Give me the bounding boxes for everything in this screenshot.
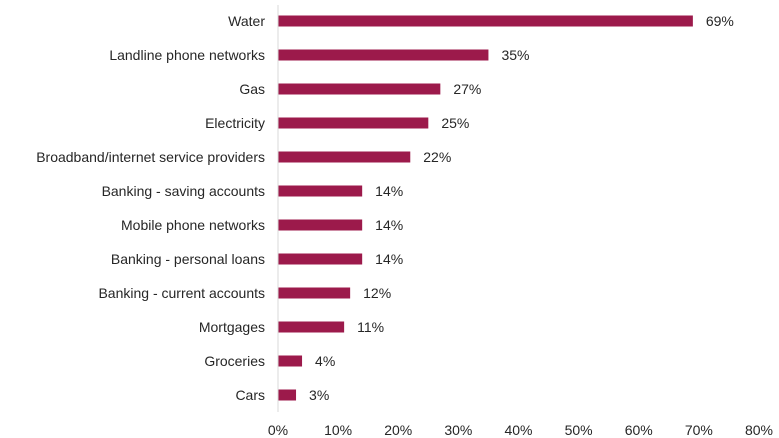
category-label: Broadband/internet service providers — [36, 149, 265, 165]
bar — [278, 219, 363, 231]
data-label: 14% — [375, 251, 403, 267]
x-tick-label: 80% — [745, 422, 773, 438]
data-label: 12% — [363, 285, 391, 301]
data-label: 27% — [453, 81, 481, 97]
bar — [278, 117, 429, 129]
category-label: Landline phone networks — [109, 47, 265, 63]
category-label: Mortgages — [199, 319, 265, 335]
data-label: 11% — [357, 319, 384, 335]
category-label: Mobile phone networks — [121, 217, 265, 233]
data-label: 14% — [375, 183, 403, 199]
data-label: 35% — [501, 47, 529, 63]
labels-layer: Water 69% Landline phone networks 35% Gas 27%… — [36, 13, 773, 438]
category-label: Water — [228, 13, 265, 29]
bar — [278, 83, 441, 95]
bars-layer — [278, 15, 693, 401]
bar — [278, 389, 297, 401]
x-tick-label: 60% — [625, 422, 653, 438]
data-label: 25% — [441, 115, 469, 131]
bar — [278, 151, 411, 163]
x-tick-label: 10% — [324, 422, 352, 438]
data-label: 22% — [423, 149, 451, 165]
data-label: 14% — [375, 217, 403, 233]
bar — [278, 185, 363, 197]
data-label: 3% — [309, 387, 329, 403]
x-tick-label: 30% — [444, 422, 472, 438]
x-tick-label: 0% — [268, 422, 288, 438]
data-label: 4% — [315, 353, 335, 369]
x-tick-label: 50% — [565, 422, 593, 438]
bar — [278, 253, 363, 265]
x-tick-label: 70% — [685, 422, 713, 438]
bar — [278, 321, 345, 333]
category-label: Groceries — [204, 353, 265, 369]
category-label: Banking - current accounts — [98, 285, 265, 301]
bar — [278, 49, 489, 61]
category-label: Banking - personal loans — [111, 251, 265, 267]
bar — [278, 15, 693, 27]
category-label: Cars — [235, 387, 265, 403]
category-label: Gas — [239, 81, 265, 97]
category-label: Electricity — [205, 115, 265, 131]
bar — [278, 355, 303, 367]
bar — [278, 287, 351, 299]
x-tick-label: 40% — [504, 422, 532, 438]
x-tick-label: 20% — [384, 422, 412, 438]
category-label: Banking - saving accounts — [102, 183, 265, 199]
data-label: 69% — [706, 13, 734, 29]
